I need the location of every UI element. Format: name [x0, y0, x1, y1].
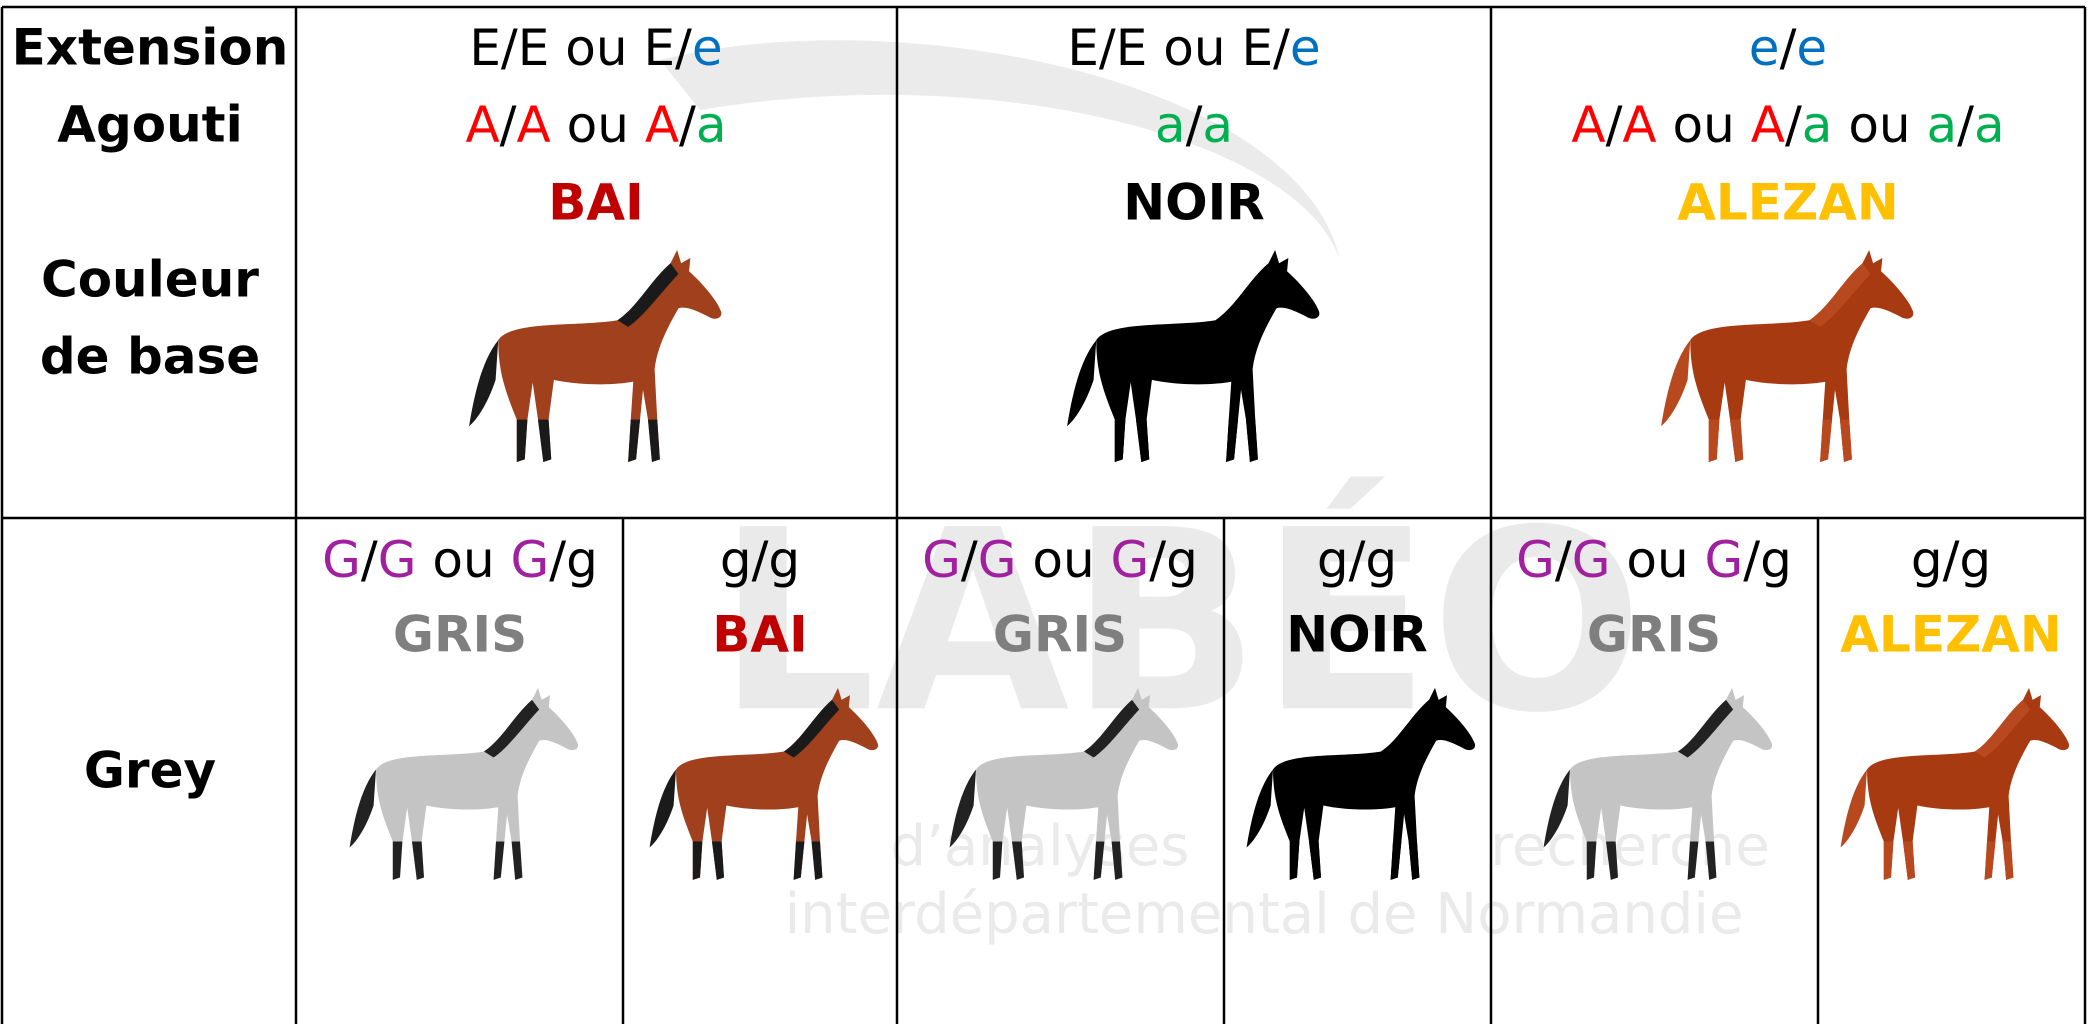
grid: [0, 5, 2087, 1024]
color-name: GRIS: [993, 606, 1127, 664]
allele: G: [1516, 531, 1555, 589]
color-name: NOIR: [1286, 606, 1427, 664]
row-label: de base: [40, 328, 260, 386]
color-name: ALEZAN: [1840, 606, 2062, 664]
watermark-logo: LABÉO: [717, 476, 1644, 767]
allele: a: [1802, 96, 1833, 154]
allele: a: [1974, 96, 2005, 154]
color-name: BAI: [548, 174, 643, 232]
allele: /g: [1149, 531, 1198, 589]
allele: ou: [1016, 531, 1110, 589]
row-label: Couleur: [41, 251, 259, 309]
allele: e: [1796, 19, 1827, 77]
allele: G: [511, 531, 550, 589]
allele: /: [1957, 96, 1974, 154]
allele: A: [465, 96, 499, 154]
watermark-text: recherche: [1490, 814, 1770, 879]
extension-genotype: E/E ou E/e: [469, 19, 722, 77]
color-name: GRIS: [1587, 606, 1721, 664]
allele: /: [361, 531, 378, 589]
allele: /: [1555, 531, 1572, 589]
allele: /: [1780, 19, 1797, 77]
allele: e: [692, 19, 723, 77]
allele: G: [322, 531, 361, 589]
extension-genotype: e/e: [1749, 19, 1827, 77]
allele: G: [1705, 531, 1744, 589]
allele: ou: [551, 96, 645, 154]
allele: G: [978, 531, 1017, 589]
allele: /g: [1743, 531, 1792, 589]
grey-genotype: G/G ou G/g: [1516, 531, 1792, 589]
allele: a: [1155, 96, 1186, 154]
grey-genotype: g/g: [1317, 531, 1397, 589]
allele: ou: [1610, 531, 1704, 589]
allele: G: [1111, 531, 1150, 589]
allele: A: [1751, 96, 1785, 154]
allele: A: [645, 96, 679, 154]
horse: [1661, 250, 1914, 463]
color-name: BAI: [712, 606, 807, 664]
allele: e: [1749, 19, 1780, 77]
allele: ou: [1657, 96, 1751, 154]
allele: G: [922, 531, 961, 589]
allele: /: [500, 96, 517, 154]
allele: e: [1290, 19, 1321, 77]
horse: [349, 687, 579, 880]
watermark: LABÉO d’analyses recherche interdépartem…: [660, 40, 1770, 947]
color-name: GRIS: [393, 606, 527, 664]
watermark-swoosh: [660, 40, 1340, 260]
agouti-genotype: A/A ou A/a: [465, 96, 726, 154]
color-name: NOIR: [1123, 174, 1264, 232]
allele: ou: [1832, 96, 1926, 154]
allele: g/g: [1317, 531, 1397, 589]
watermark-text: d’analyses: [891, 814, 1190, 879]
allele: E/E ou E/: [1067, 19, 1290, 77]
allele: A: [1571, 96, 1605, 154]
allele: a: [1927, 96, 1958, 154]
allele: ou: [416, 531, 510, 589]
allele: /: [1186, 96, 1203, 154]
allele: A: [1622, 96, 1656, 154]
allele: g/g: [1911, 531, 1991, 589]
allele: g/g: [720, 531, 800, 589]
allele: a: [696, 96, 727, 154]
agouti-genotype: a/a: [1155, 96, 1233, 154]
grey-genotype: g/g: [1911, 531, 1991, 589]
allele: /: [1606, 96, 1623, 154]
horse: [1840, 687, 2070, 880]
color-name: ALEZAN: [1677, 174, 1899, 232]
row-label: Agouti: [57, 96, 242, 154]
row-label: Grey: [84, 742, 216, 800]
allele: G: [1572, 531, 1611, 589]
grey-genotype: G/G ou G/g: [322, 531, 598, 589]
allele: /g: [549, 531, 598, 589]
allele: /: [1785, 96, 1802, 154]
allele: /: [961, 531, 978, 589]
grey-genotype: G/G ou G/g: [922, 531, 1198, 589]
allele: A: [517, 96, 551, 154]
extension-genotype: E/E ou E/e: [1067, 19, 1320, 77]
horse: [1067, 250, 1320, 463]
header-column: Extension Agouti Couleur de base Grey: [12, 19, 289, 800]
grey-genotype: g/g: [720, 531, 800, 589]
allele: /: [679, 96, 696, 154]
allele: a: [1202, 96, 1233, 154]
allele: G: [378, 531, 417, 589]
allele: E/E ou E/: [469, 19, 692, 77]
watermark-text: interdépartemental de Normandie: [785, 882, 1744, 947]
agouti-genotype: A/A ou A/a ou a/a: [1571, 96, 2004, 154]
horse: [469, 250, 722, 463]
row-label: Extension: [12, 19, 289, 77]
